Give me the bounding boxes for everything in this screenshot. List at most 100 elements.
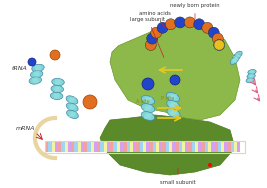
Bar — [213, 142, 214, 152]
Ellipse shape — [144, 105, 148, 111]
Bar — [67, 142, 68, 152]
Text: large subunit: large subunit — [131, 17, 166, 58]
Bar — [223, 142, 224, 152]
Bar — [142, 142, 143, 152]
Ellipse shape — [58, 86, 60, 92]
Circle shape — [165, 19, 176, 30]
Bar — [126, 142, 127, 152]
Bar — [177, 142, 178, 152]
Ellipse shape — [250, 78, 252, 82]
Ellipse shape — [169, 94, 173, 100]
Bar — [143, 142, 144, 152]
Bar — [183, 142, 184, 152]
Bar — [77, 142, 78, 152]
Bar — [117, 142, 118, 152]
Bar — [215, 142, 216, 152]
Bar — [147, 142, 148, 152]
Ellipse shape — [30, 70, 43, 78]
Ellipse shape — [55, 79, 58, 85]
Bar — [194, 142, 195, 152]
Bar — [114, 142, 115, 152]
Bar — [123, 142, 124, 152]
Bar — [177, 142, 178, 152]
Ellipse shape — [251, 70, 253, 74]
Ellipse shape — [58, 79, 61, 85]
Bar — [88, 142, 89, 152]
Bar — [151, 142, 152, 152]
Ellipse shape — [246, 78, 254, 83]
Bar — [213, 142, 214, 152]
Bar — [226, 142, 227, 152]
Ellipse shape — [236, 56, 239, 60]
Ellipse shape — [70, 97, 74, 103]
Bar — [56, 142, 57, 152]
Bar — [176, 142, 177, 152]
Bar — [156, 142, 157, 152]
Ellipse shape — [141, 104, 155, 112]
Circle shape — [208, 163, 212, 167]
Ellipse shape — [146, 105, 150, 111]
Bar — [239, 142, 240, 152]
Ellipse shape — [249, 74, 251, 78]
Text: small subunit: small subunit — [160, 168, 196, 185]
Bar — [89, 142, 90, 152]
Bar — [153, 142, 154, 152]
Ellipse shape — [52, 78, 64, 86]
Bar — [115, 142, 116, 152]
Bar — [94, 142, 95, 152]
Ellipse shape — [66, 103, 78, 111]
Bar — [160, 142, 161, 152]
Bar — [113, 142, 114, 152]
Bar — [132, 142, 133, 152]
Bar — [175, 142, 176, 152]
Bar — [65, 142, 66, 152]
Bar — [102, 142, 103, 152]
Bar — [139, 142, 140, 152]
Bar — [208, 142, 209, 152]
Bar — [191, 142, 192, 152]
Bar — [120, 142, 121, 152]
Ellipse shape — [248, 70, 256, 74]
Bar — [197, 142, 198, 152]
Bar — [207, 142, 208, 152]
Bar — [134, 142, 135, 152]
Ellipse shape — [173, 102, 177, 108]
Ellipse shape — [71, 111, 74, 117]
Bar — [180, 142, 181, 152]
Circle shape — [151, 27, 162, 38]
Bar — [106, 142, 107, 152]
Ellipse shape — [50, 92, 63, 99]
Ellipse shape — [232, 54, 240, 62]
Ellipse shape — [252, 70, 254, 74]
Bar — [199, 142, 200, 152]
Ellipse shape — [146, 113, 150, 119]
Bar — [227, 142, 229, 152]
Bar — [87, 142, 88, 152]
Bar — [211, 142, 212, 152]
Ellipse shape — [36, 77, 38, 84]
Bar — [123, 142, 124, 152]
Bar — [66, 142, 67, 152]
Bar — [80, 142, 81, 152]
Bar — [92, 142, 93, 152]
Bar — [184, 142, 185, 152]
Bar — [206, 142, 207, 152]
Bar — [186, 142, 187, 152]
Circle shape — [202, 22, 213, 33]
Bar — [119, 142, 120, 152]
Bar — [233, 142, 234, 152]
Ellipse shape — [233, 56, 237, 60]
Bar — [104, 142, 105, 152]
Bar — [136, 142, 137, 152]
Bar — [158, 142, 159, 152]
Bar — [131, 142, 132, 152]
Bar — [109, 142, 110, 152]
Polygon shape — [110, 25, 240, 120]
Circle shape — [157, 22, 168, 33]
Bar — [85, 142, 87, 152]
Ellipse shape — [233, 59, 236, 63]
Bar — [81, 142, 82, 152]
Bar — [181, 142, 182, 152]
Bar — [121, 142, 122, 152]
Bar — [105, 142, 106, 152]
